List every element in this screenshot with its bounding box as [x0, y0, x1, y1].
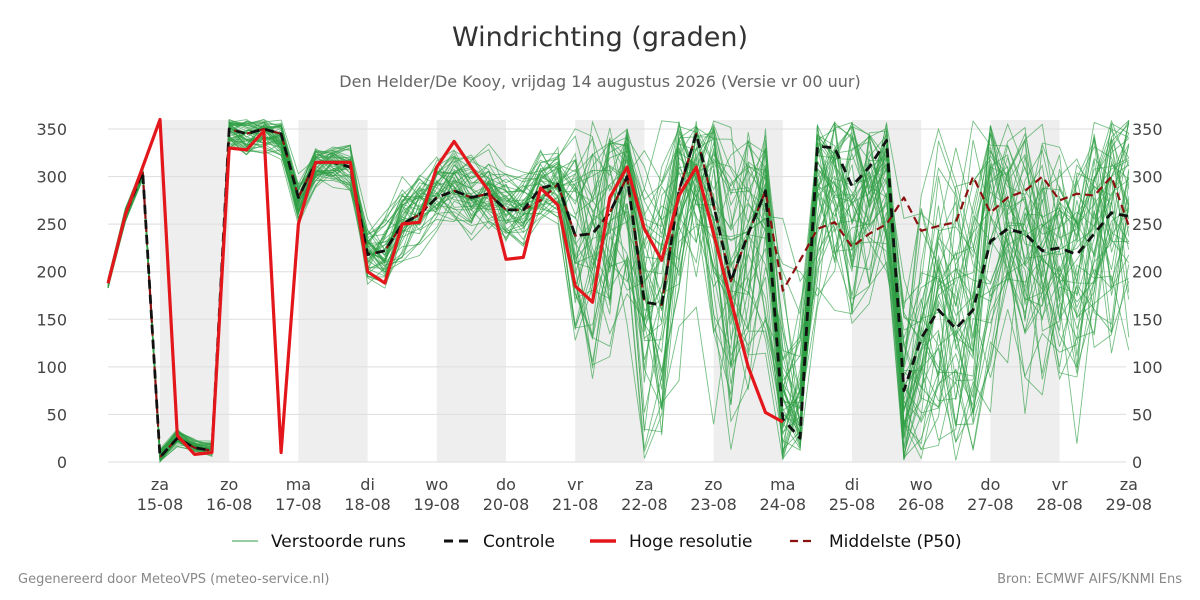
- x-tick-day: za: [1120, 475, 1138, 494]
- x-tick-day: ma: [286, 475, 311, 494]
- x-tick-day: do: [980, 475, 1000, 494]
- ensemble-run: [107, 121, 1130, 458]
- x-tick-date: 18-08: [344, 495, 391, 514]
- main-series: [106, 117, 1130, 459]
- x-tick-day: do: [496, 475, 516, 494]
- ensemble-run: [107, 120, 1130, 463]
- x-tick-date: 24-08: [760, 495, 807, 514]
- ensemble-run: [107, 127, 1130, 452]
- legend-label-median: Middelste (P50): [829, 532, 962, 552]
- x-tick-date: 27-08: [967, 495, 1014, 514]
- y-tick-label-right: 50: [1132, 405, 1152, 424]
- x-tick-day: za: [635, 475, 653, 494]
- source-credit: Bron: ECMWF AIFS/KNMI Ens: [997, 572, 1182, 587]
- x-tick-day: zo: [705, 475, 723, 494]
- y-tick-label-right: 350: [1132, 120, 1163, 139]
- x-tick-date: 29-08: [1106, 495, 1153, 514]
- x-tick-date: 21-08: [552, 495, 599, 514]
- x-tick-date: 17-08: [275, 495, 322, 514]
- y-tick-label-right: 100: [1132, 358, 1163, 377]
- legend-label-hires: Hoge resolutie: [629, 532, 753, 552]
- x-axis: za15-08zo16-08ma17-08di18-08wo19-08do20-…: [137, 475, 1152, 514]
- x-tick-date: 20-08: [483, 495, 530, 514]
- x-tick-date: 16-08: [206, 495, 253, 514]
- ensemble-run: [107, 119, 1130, 456]
- x-tick-date: 22-08: [621, 495, 668, 514]
- x-tick-day: zo: [220, 475, 238, 494]
- x-tick-date: 15-08: [137, 495, 184, 514]
- chart-subtitle: Den Helder/De Kooy, vrijdag 14 augustus …: [339, 72, 861, 91]
- y-tick-label: 250: [36, 215, 67, 234]
- x-tick-day: vr: [1052, 475, 1068, 494]
- y-tick-label: 350: [36, 120, 67, 139]
- y-axis-left: 0 50 100 150 200 250 300 350: [36, 120, 67, 472]
- y-tick-label: 50: [47, 405, 67, 424]
- y-tick-label: 300: [36, 168, 67, 187]
- y-tick-label-right: 0: [1132, 453, 1142, 472]
- generator-credit: Gegenereerd door MeteoVPS (meteo-service…: [18, 572, 330, 587]
- series-control: [106, 127, 1130, 459]
- x-tick-day: za: [151, 475, 169, 494]
- legend-label-ensemble: Verstoorde runs: [271, 532, 406, 552]
- ensemble-run: [107, 120, 1130, 459]
- ensemble-run: [107, 123, 1130, 461]
- x-tick-date: 23-08: [690, 495, 737, 514]
- chart-title: Windrichting (graden): [451, 22, 749, 53]
- x-tick-day: di: [360, 475, 375, 494]
- ensemble-run: [107, 121, 1130, 453]
- ensemble-run: [107, 119, 1129, 456]
- legend[interactable]: Verstoorde runs Controle Hoge resolutie Mid…: [232, 532, 962, 552]
- x-tick-day: wo: [910, 475, 933, 494]
- y-tick-label: 0: [57, 453, 67, 472]
- x-tick-day: wo: [425, 475, 448, 494]
- y-tick-label-right: 250: [1132, 215, 1163, 234]
- ensemble-run: [107, 124, 1130, 462]
- x-tick-day: vr: [567, 475, 583, 494]
- ensemble-run: [107, 134, 1130, 461]
- ensemble-run: [107, 121, 1130, 455]
- ensemble-run: [107, 127, 1130, 463]
- ensemble-run: [107, 121, 1130, 464]
- x-tick-date: 26-08: [898, 495, 945, 514]
- x-tick-date: 28-08: [1036, 495, 1083, 514]
- y-tick-label-right: 300: [1132, 168, 1163, 187]
- series-hires: [106, 117, 784, 456]
- y-tick-label-right: 150: [1132, 310, 1163, 329]
- y-tick-label: 100: [36, 358, 67, 377]
- y-tick-label: 150: [36, 310, 67, 329]
- x-tick-day: ma: [770, 475, 795, 494]
- x-tick-date: 19-08: [414, 495, 461, 514]
- y-tick-label: 200: [36, 263, 67, 282]
- legend-label-control: Controle: [483, 532, 555, 552]
- x-tick-day: di: [845, 475, 860, 494]
- x-tick-date: 25-08: [829, 495, 876, 514]
- y-tick-label-right: 200: [1132, 263, 1163, 282]
- ensemble-run: [107, 122, 1130, 455]
- ensemble-run: [107, 125, 1130, 463]
- y-axis-right: 0 50 100 150 200 250 300 350: [1132, 120, 1163, 472]
